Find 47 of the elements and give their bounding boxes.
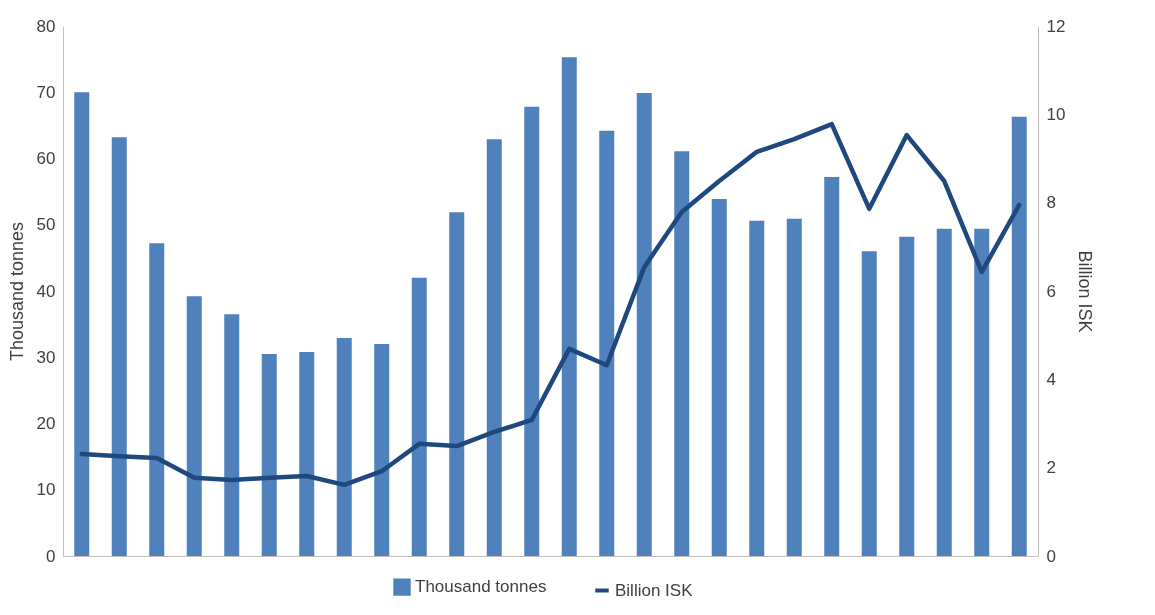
bar [486,139,502,556]
y2-tick-label: 2 [1046,458,1056,478]
y2-tick-label: 8 [1046,193,1056,213]
bar [186,296,202,556]
bar [449,212,465,556]
bar [786,218,802,556]
bar [636,92,652,556]
bar [749,220,765,556]
bar [374,344,390,556]
y-tick-label: 10 [36,480,56,500]
bar [674,151,690,556]
bar [936,228,952,556]
y-axis-title: Thousand tonnes [6,221,27,362]
y2-tick-label: 10 [1046,104,1066,124]
y-tick-label: 70 [36,82,56,102]
bar [261,353,277,556]
line-series [79,121,1022,488]
y-tick-label: 20 [36,414,56,433]
y-tick-label: 50 [36,215,56,235]
bar [111,137,127,556]
legend-label: Thousand tonnes [415,577,547,597]
y2-tick-label: 12 [1046,16,1066,36]
y-tick-label: 0 [46,546,56,566]
bar [861,251,877,556]
bar [1011,116,1027,556]
bar [149,243,165,556]
bar [974,228,990,556]
bar [224,314,240,556]
bar [336,338,352,556]
bar [561,57,577,556]
y2-tick-label: 0 [1046,546,1056,566]
y2-tick-label: 4 [1046,369,1056,389]
y2-tick-label: 6 [1046,281,1056,301]
bar [599,130,615,556]
y2-axis-title: Billion ISK [1075,250,1096,333]
y-tick-label: 30 [36,347,56,367]
y-tick-label: 80 [36,16,56,36]
bar [899,236,915,556]
y-tick-label: 40 [36,281,56,301]
legend-label: Billion ISK [615,580,694,600]
bar [74,92,90,556]
y-tick-label: 60 [36,149,56,168]
bar [411,277,427,556]
bar [824,177,840,556]
bar [524,106,540,556]
bar [299,351,315,556]
bar [711,198,727,556]
